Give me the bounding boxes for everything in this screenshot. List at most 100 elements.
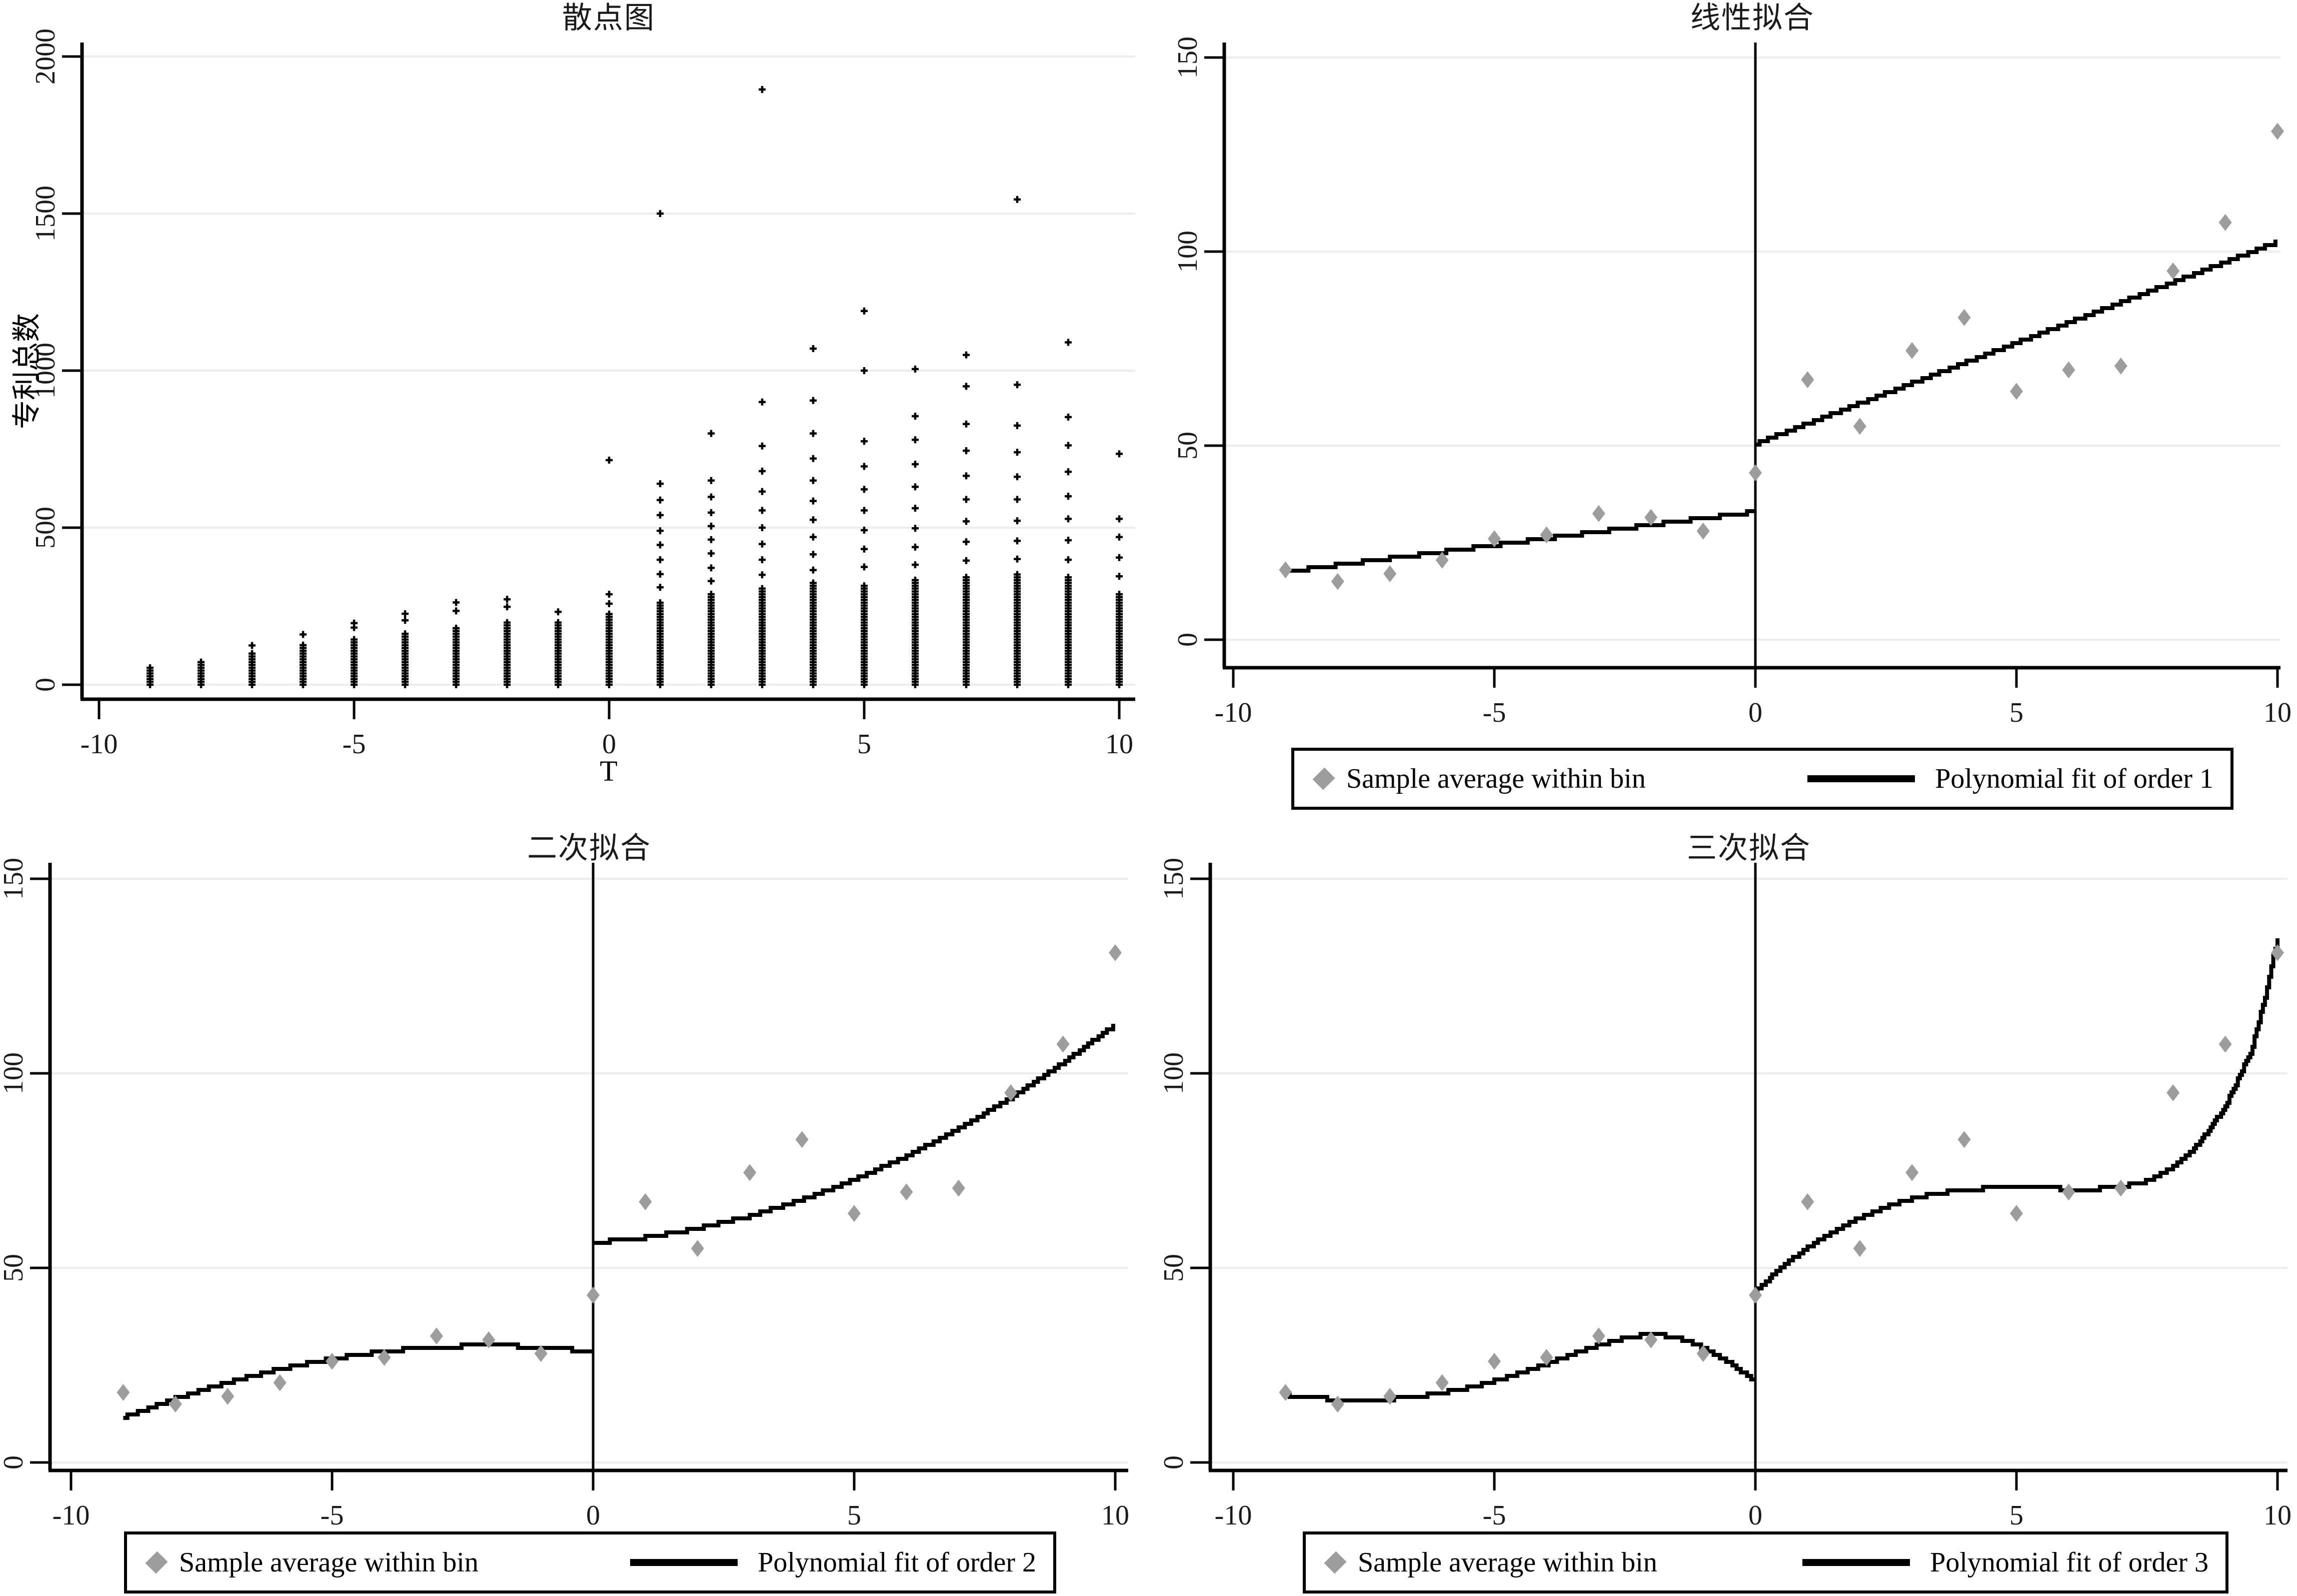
- y-tick-label: 0: [1172, 633, 1203, 647]
- legend-bin-label: Sample average within bin: [179, 1547, 479, 1578]
- bin-marker: [2218, 1035, 2232, 1053]
- scatter-column: [1014, 196, 1021, 688]
- bin-marker: [482, 1331, 496, 1348]
- bin-marker: [1801, 1193, 1814, 1210]
- y-tick-label: 1500: [30, 186, 61, 242]
- scatter-column: [657, 210, 664, 688]
- scatter-column: [402, 610, 409, 688]
- x-tick-label: -5: [1483, 697, 1506, 728]
- bin-marker: [1331, 1395, 1344, 1413]
- bin-marker: [1749, 464, 1762, 482]
- scatter-column: [147, 664, 154, 688]
- bin-marker: [1383, 1387, 1397, 1405]
- x-tick-label: -5: [321, 1500, 344, 1531]
- scatter-column: [1065, 339, 1072, 688]
- bin-marker: [2271, 123, 2284, 140]
- scatter-column: [300, 631, 307, 688]
- bin-marker: [1801, 371, 1814, 389]
- bin-marker: [1540, 1348, 1553, 1366]
- bin-marker: [2010, 383, 2023, 400]
- scatter-column: [759, 86, 766, 688]
- bin-marker: [1540, 526, 1553, 544]
- quadratic-fit-legend: Sample average within bin Polynomial fit…: [124, 1531, 1056, 1593]
- bin-marker: [117, 1383, 130, 1401]
- scatter-column: [963, 351, 970, 688]
- bin-marker: [2062, 1183, 2075, 1201]
- legend-bin-label: Sample average within bin: [1346, 763, 1646, 794]
- scatter-column: [606, 457, 613, 688]
- y-tick-label: 0: [1158, 1455, 1189, 1469]
- x-tick-label: 5: [2009, 1500, 2023, 1531]
- cubic-fit-legend: Sample average within bin Polynomial fit…: [1303, 1531, 2228, 1593]
- fit-line-left: [1285, 1332, 1755, 1402]
- legend-fit-label: Polynomial fit of order 2: [758, 1547, 1036, 1578]
- y-tick-label: 50: [1172, 432, 1203, 460]
- cubic-fit-panel-title: 三次拟合: [1687, 832, 1811, 865]
- bin-marker: [2114, 357, 2127, 375]
- fit-line-right: [1755, 938, 2279, 1294]
- scatter-column: [249, 642, 256, 688]
- x-tick-label: 0: [1748, 1500, 1762, 1531]
- legend-bin-label: Sample average within bin: [1358, 1547, 1657, 1578]
- bin-marker: [587, 1286, 600, 1304]
- x-tick-label: 10: [2263, 697, 2291, 728]
- scatter-column: [555, 608, 562, 688]
- y-tick-label: 0: [0, 1455, 29, 1469]
- x-tick-label: 0: [602, 729, 616, 760]
- bin-marker: [534, 1345, 548, 1362]
- fit-line-left: [1285, 509, 1755, 573]
- bin-marker: [1331, 573, 1344, 590]
- bin-marker: [1383, 565, 1397, 583]
- bin-marker: [1056, 1035, 1070, 1053]
- bin-marker: [1749, 1286, 1762, 1304]
- bin-marker: [952, 1179, 965, 1197]
- bin-marker: [1109, 944, 1122, 961]
- legend-fit-label: Polynomial fit of order 3: [1930, 1547, 2208, 1578]
- bin-marker: [2166, 262, 2180, 280]
- bin-marker: [848, 1205, 861, 1222]
- bin-marker: [795, 1131, 809, 1148]
- x-tick-label: -10: [1215, 1500, 1252, 1531]
- bin-marker: [900, 1183, 913, 1201]
- x-tick-label: 10: [2263, 1500, 2291, 1531]
- scatter-column: [351, 619, 358, 688]
- scatter-column: [504, 596, 511, 688]
- bin-marker: [221, 1387, 235, 1405]
- scatter-column: [810, 345, 817, 688]
- bin-marker: [2114, 1179, 2127, 1197]
- bin-marker: [2218, 214, 2232, 231]
- x-tick-label: 5: [847, 1500, 861, 1531]
- x-tick-label: -10: [81, 729, 118, 760]
- bin-marker: [1957, 1131, 1971, 1148]
- bin-marker: [273, 1374, 287, 1391]
- scatter-column: [861, 307, 868, 688]
- bin-marker: [1905, 1164, 1919, 1181]
- y-tick-label: 100: [0, 1052, 29, 1094]
- bin-marker: [1957, 309, 1971, 326]
- bin-marker: [1488, 530, 1501, 548]
- bin-marker: [1592, 1327, 1605, 1345]
- scatter-x-axis-label: T: [600, 755, 618, 787]
- bin-diamond-icon: [1324, 1551, 1347, 1574]
- linear-fit-legend: Sample average within bin Polynomial fit…: [1291, 748, 2233, 810]
- x-tick-label: -10: [53, 1500, 90, 1531]
- x-tick-label: -5: [1483, 1500, 1506, 1531]
- fit-line-right: [1755, 240, 2277, 447]
- x-tick-label: 0: [586, 1500, 600, 1531]
- bin-marker: [2062, 361, 2075, 379]
- bin-marker: [1435, 551, 1449, 569]
- y-tick-label: 100: [1172, 231, 1203, 273]
- fit-line-icon: [1802, 1559, 1910, 1566]
- bin-marker: [1905, 342, 1919, 359]
- fit-line-icon: [630, 1559, 738, 1566]
- scatter-panel-title: 散点图: [562, 2, 655, 35]
- bin-marker: [1644, 509, 1658, 526]
- linear-fit-panel-title: 线性拟合: [1690, 2, 1814, 35]
- legend-fit-label: Polynomial fit of order 1: [1935, 763, 2213, 794]
- bin-diamond-icon: [145, 1551, 168, 1574]
- bin-marker: [1592, 505, 1605, 522]
- bin-marker: [169, 1395, 182, 1413]
